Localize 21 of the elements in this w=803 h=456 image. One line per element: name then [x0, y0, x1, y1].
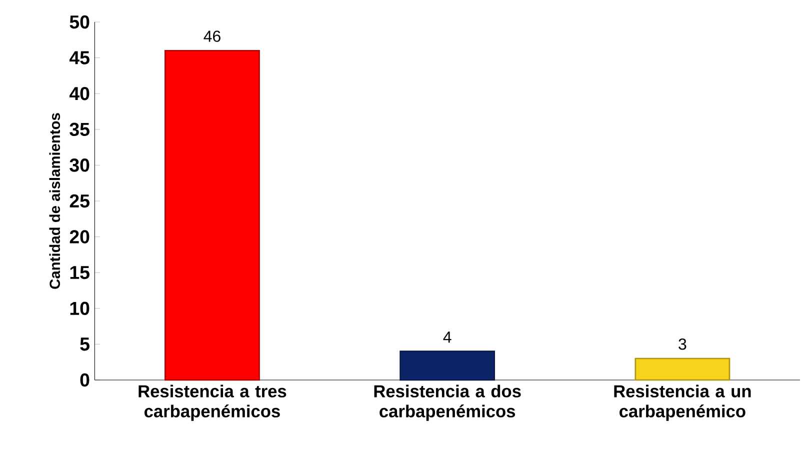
data-label: 4	[443, 332, 452, 343]
x-tick-label: Resistencia a dos carbapenémicos	[374, 384, 521, 421]
y-tick-label: 10	[70, 302, 90, 316]
y-tick-label: 35	[70, 122, 90, 136]
y-axis-title: Cantidad de aislamientos	[49, 113, 60, 289]
x-tick-label: Resistencia a tres carbapenémicos	[138, 384, 286, 421]
y-tick-label: 0	[80, 373, 90, 387]
x-tick-label: Resistencia a un carbapenémico	[614, 384, 751, 421]
y-tick-label: 20	[70, 230, 90, 244]
y-tick-label: 15	[70, 266, 90, 280]
y-tick-label: 40	[69, 86, 90, 100]
bar	[164, 50, 260, 381]
data-label: 3	[678, 338, 686, 350]
bar	[634, 358, 730, 381]
y-tick-label: 5	[80, 338, 90, 351]
y-tick-label: 45	[69, 51, 90, 64]
bar	[400, 350, 496, 381]
data-label: 46	[204, 30, 220, 42]
y-tick-label: 25	[70, 194, 90, 208]
y-tick-label: 30	[70, 158, 90, 172]
y-tick-label: 50	[70, 15, 90, 29]
